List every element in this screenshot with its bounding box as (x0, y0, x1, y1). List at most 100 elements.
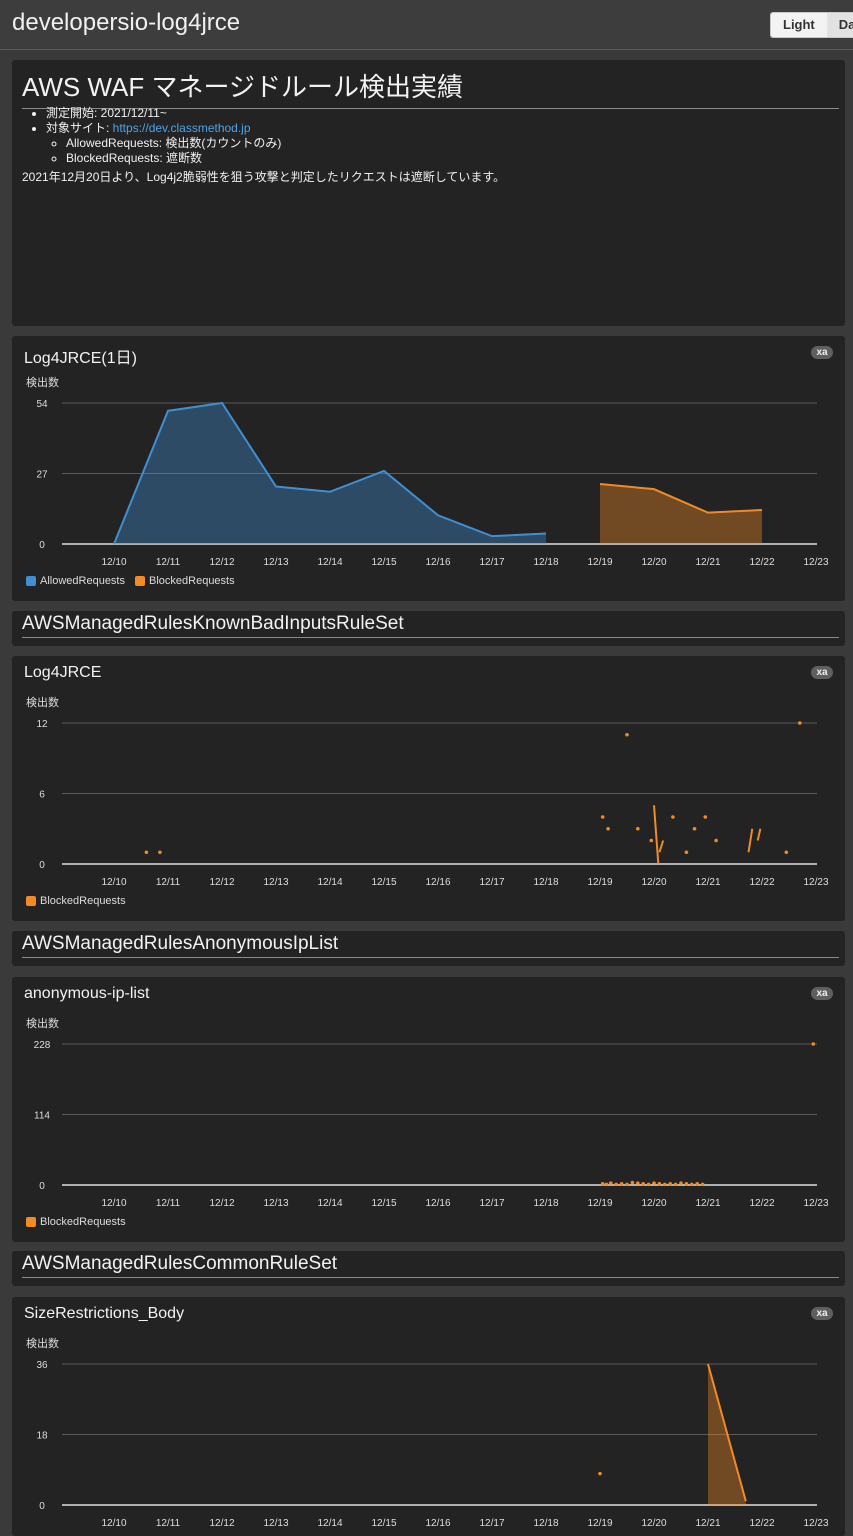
data-point (684, 1181, 689, 1186)
area-chart: 0 27 54 12/10 12/11 12/12 12/13 12/14 12/15 12/16… (36, 399, 829, 568)
chart-title: anonymous-ip-list (24, 985, 150, 1002)
x-tick-label: 12/14 (317, 1518, 342, 1529)
y-tick-label: 6 (39, 790, 45, 801)
data-point (609, 1181, 613, 1185)
x-tick-label: 12/11 (156, 557, 181, 568)
x-tick-label: 12/14 (317, 877, 342, 888)
xa-badge[interactable]: xa (811, 666, 833, 679)
legend-swatch-blocked (26, 1217, 36, 1227)
intro-panel: AWS WAF マネージドルール検出実績 測定開始: 2021/12/11~ 対… (12, 60, 845, 326)
x-tick-label: 12/20 (641, 1198, 666, 1209)
x-tick-label: 12/19 (587, 1518, 612, 1529)
y-axis-unit: 検出数 (26, 1018, 59, 1030)
x-tick-label: 12/13 (263, 1198, 288, 1209)
section-title: AWSManagedRulesKnownBadInputsRuleSet (22, 613, 839, 638)
data-point (811, 1042, 816, 1046)
x-tick-label: 12/14 (317, 1198, 342, 1209)
y-tick-label: 12 (36, 719, 48, 730)
data-point (636, 826, 640, 831)
x-tick-label: 12/16 (425, 557, 450, 568)
legend-item-allowed[interactable]: AllowedRequests (26, 575, 125, 587)
legend-swatch-blocked (26, 896, 36, 906)
xa-badge[interactable]: xa (811, 346, 833, 359)
data-point (606, 826, 610, 831)
legend-swatch-allowed (26, 576, 36, 586)
x-tick-label: 12/12 (209, 877, 234, 888)
x-tick-label: 12/17 (479, 877, 504, 888)
start-date: 測定開始: 2021/12/11~ (46, 106, 505, 121)
y-tick-label: 114 (34, 1111, 50, 1122)
y-axis-unit: 検出数 (26, 1338, 59, 1350)
data-point (630, 1180, 635, 1185)
data-point (663, 1182, 667, 1187)
series-segment (756, 828, 762, 841)
data-point (714, 838, 718, 843)
xa-badge[interactable]: xa (811, 1307, 833, 1320)
x-tick-label: 12/10 (101, 1518, 126, 1529)
x-tick-label: 12/23 (803, 557, 828, 568)
x-tick-label: 12/21 (695, 877, 720, 888)
data-point (673, 1182, 678, 1187)
legend-item-blocked[interactable]: BlockedRequests (26, 1216, 126, 1228)
x-tick-label: 12/14 (317, 557, 342, 568)
intro-note: 2021年12月20日より、Log4j2脆弱性を狙う攻撃と判定したリクエストは遮… (22, 170, 506, 184)
blocked-description: BlockedRequests: 遮断数 (66, 151, 505, 166)
y-tick-label: 36 (36, 1360, 48, 1371)
y-tick-label: 0 (39, 540, 45, 551)
x-tick-label: 12/20 (641, 557, 666, 568)
area-chart: 0 18 36 12/10 12/11 12/12 12/13 12/14 12/15 12/16… (36, 1360, 829, 1529)
data-point (784, 850, 789, 855)
x-tick-label: 12/20 (641, 877, 666, 888)
data-point (798, 721, 802, 725)
y-tick-label: 27 (36, 470, 48, 481)
data-point (684, 850, 689, 855)
section-title: AWSManagedRulesAnonymousIpList (22, 933, 839, 958)
dark-theme-button[interactable]: Da (826, 13, 853, 37)
data-point (636, 1181, 640, 1185)
legend-label-blocked: BlockedRequests (40, 895, 126, 907)
legend-item-blocked[interactable]: BlockedRequests (135, 575, 235, 587)
x-tick-label: 12/19 (587, 1198, 612, 1209)
legend-label-blocked: BlockedRequests (40, 1216, 126, 1228)
x-tick-label: 12/22 (749, 1198, 774, 1209)
data-point (652, 1181, 656, 1185)
series-area (114, 403, 546, 544)
xa-badge[interactable]: xa (811, 987, 833, 1000)
y-tick-label: 0 (39, 1181, 45, 1192)
y-tick-label: 0 (39, 1501, 45, 1512)
series-line (113, 401, 547, 545)
chart-panel-anonymous-ip-list: anonymous-ip-list xa 検出数 0 114 228 12/10 12/… (12, 977, 845, 1242)
data-point (692, 826, 697, 831)
x-tick-label: 12/16 (425, 1518, 450, 1529)
legend-item-blocked[interactable]: BlockedRequests (26, 895, 126, 907)
data-point (641, 1181, 645, 1186)
x-tick-label: 12/19 (587, 557, 612, 568)
target-site: 対象サイト: https://dev.classmethod.jp Allowe… (46, 121, 505, 166)
x-tick-label: 12/12 (209, 1518, 234, 1529)
intro-body: 測定開始: 2021/12/11~ 対象サイト: https://dev.cla… (22, 106, 505, 185)
section-header-known-bad-inputs: AWSManagedRulesKnownBadInputsRuleSet (12, 611, 845, 646)
x-tick-label: 12/17 (479, 557, 504, 568)
target-site-link[interactable]: https://dev.classmethod.jp (112, 121, 251, 135)
top-bar: developersio-log4jrce Light Da (0, 0, 853, 50)
x-tick-label: 12/23 (803, 1198, 828, 1209)
section-header-common-rule-set: AWSManagedRulesCommonRuleSet (12, 1251, 845, 1286)
chart-title: Log4JRCE(1日) (24, 350, 137, 367)
x-tick-label: 12/10 (101, 557, 126, 568)
allowed-description: AllowedRequests: 検出数(カウントのみ) (66, 136, 505, 151)
series-line (599, 482, 763, 514)
target-site-label: 対象サイト: (46, 121, 113, 135)
data-point (600, 815, 605, 819)
x-tick-label: 12/15 (371, 557, 396, 568)
x-tick-label: 12/10 (101, 877, 126, 888)
section-header-anonymous-ip-list: AWSManagedRulesAnonymousIpList (12, 931, 845, 966)
data-point (703, 815, 708, 819)
data-point (700, 1182, 705, 1187)
data-point (690, 1182, 694, 1187)
data-point (657, 1181, 662, 1186)
data-point (625, 732, 629, 737)
x-tick-label: 12/17 (479, 1518, 504, 1529)
series-segment (658, 840, 665, 853)
scatter-chart: 0 6 12 12/10 12/11 12/12 12/13 12/14 12/15 12/16 1… (36, 719, 829, 888)
light-theme-button[interactable]: Light (771, 13, 827, 37)
